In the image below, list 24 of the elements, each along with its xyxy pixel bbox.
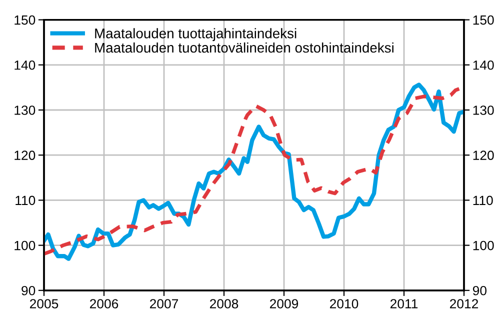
x-tick-label: 2006 (90, 299, 118, 308)
y2-tick-label: 90 (472, 286, 486, 296)
x-tick-label: 2005 (30, 299, 58, 308)
y2-tick-label: 130 (473, 106, 494, 115)
y-tick-label: 140 (14, 60, 36, 70)
y-tick-label: 110 (16, 196, 36, 206)
legend-label: Maatalouden tuotantovälineiden ostohintaindeksi (95, 42, 394, 53)
y-tick-label: 130 (14, 106, 36, 115)
x-tick-label: 2007 (150, 299, 178, 308)
y2-tick-label: 120 (473, 150, 494, 160)
y2-tick-label: 150 (473, 15, 494, 25)
y-tick-label: 100 (14, 240, 36, 250)
x-tick-label: 2009 (270, 299, 298, 308)
y2-tick-label: 110 (473, 196, 493, 206)
y2-tick-label: 140 (473, 60, 494, 70)
x-tick-label: 2008 (210, 299, 238, 308)
y-tick-label: 90 (22, 286, 36, 296)
x-tick-label: 2010 (330, 299, 358, 308)
y2-tick-label: 100 (473, 240, 494, 250)
legend-label: Maatalouden tuottajahintaindeksi (95, 28, 296, 42)
y-tick-label: 150 (14, 15, 36, 25)
x-tick-label: 2012 (450, 299, 478, 308)
x-tick-label: 2011 (390, 299, 418, 308)
y-tick-label: 120 (14, 150, 36, 160)
